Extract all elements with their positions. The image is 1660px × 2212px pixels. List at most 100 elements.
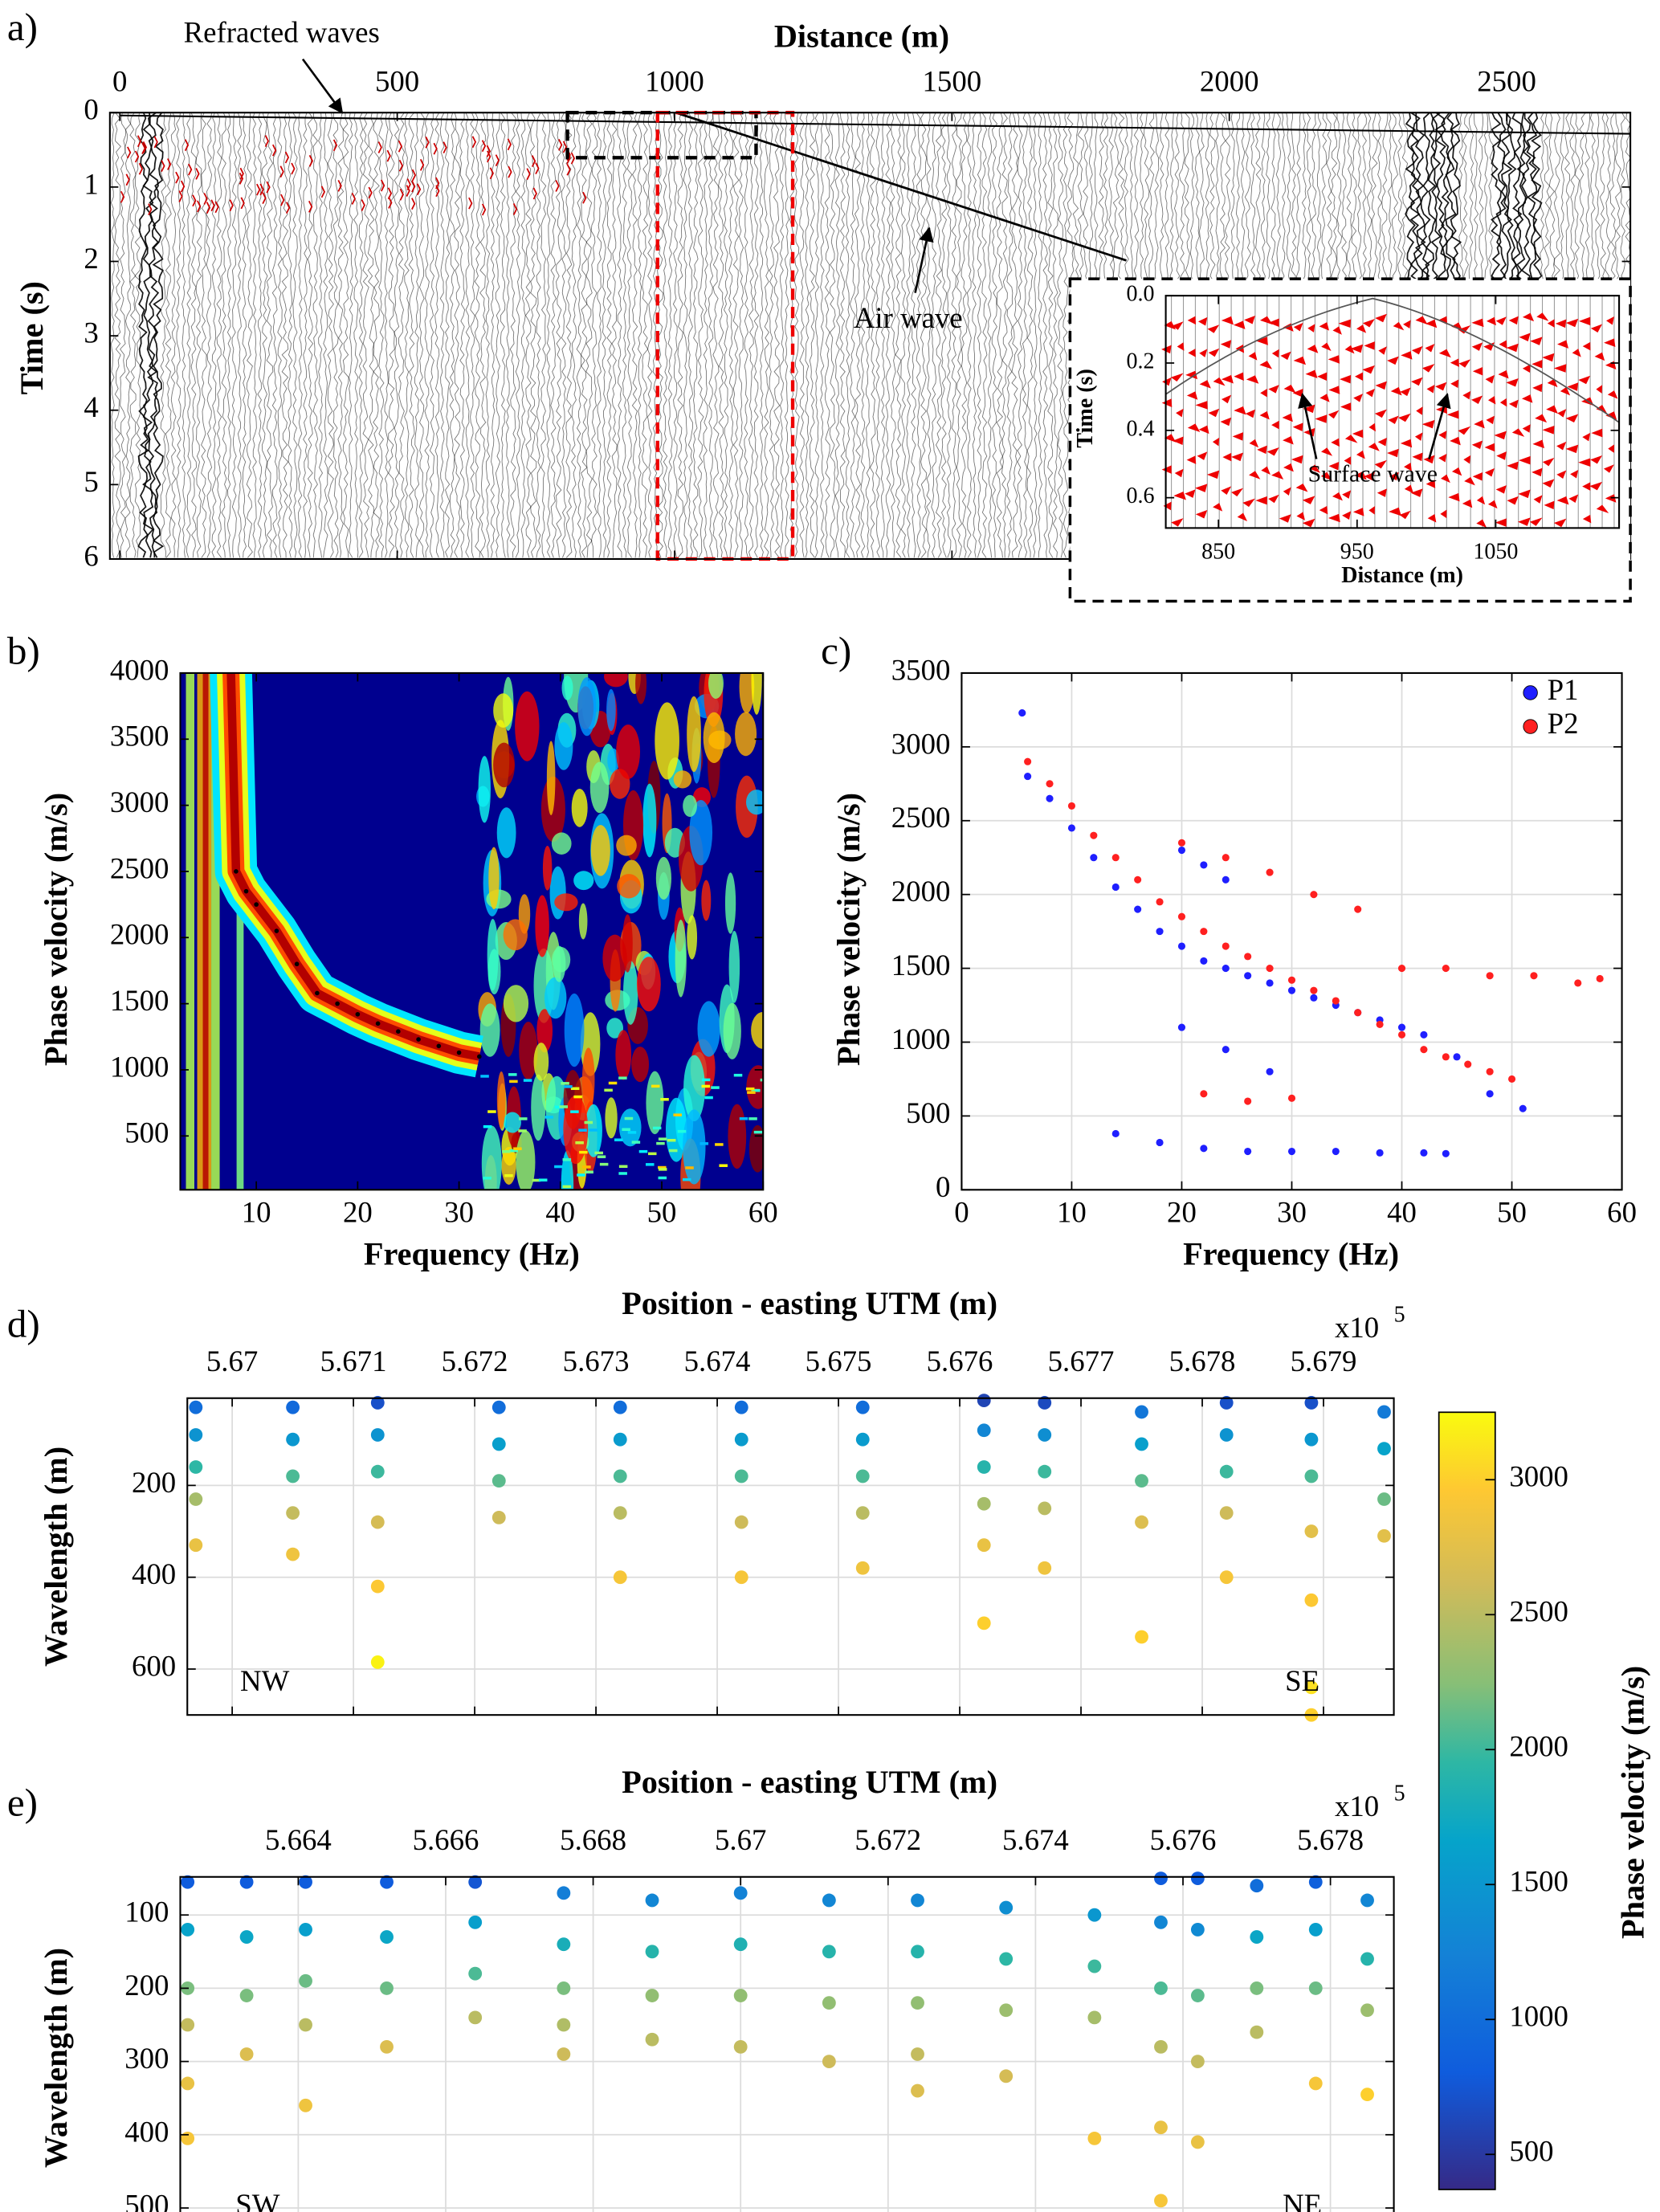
heatmap-cell: [655, 856, 672, 900]
heatmap-cell: [554, 893, 578, 912]
inset-wiggle: [1387, 356, 1399, 365]
point: [977, 1394, 991, 1408]
inset-wiggle: [1342, 511, 1352, 520]
trace: [1033, 112, 1038, 558]
inset-wiggle: [1356, 324, 1367, 333]
plot-frame: [1164, 295, 1621, 529]
inset-wiggle: [1470, 395, 1483, 404]
trace: [981, 112, 988, 558]
trace: [602, 112, 607, 558]
x-tick-label: 5.673: [563, 1345, 630, 1377]
inset-wiggle: [1458, 426, 1471, 435]
trace: [160, 112, 167, 558]
inset-wiggle: [1220, 417, 1232, 426]
first-arrival: [214, 201, 219, 214]
first-arrival: [368, 186, 373, 199]
point: [380, 1875, 394, 1889]
point: [855, 1432, 870, 1447]
inset-wiggle: [1354, 471, 1367, 480]
point: [645, 2032, 659, 2047]
trace: [495, 112, 501, 558]
inset-wiggle: [1565, 444, 1579, 454]
plot-frame: [179, 671, 765, 1191]
heatmap-cell: [751, 672, 762, 715]
y-tick-label: 1000: [110, 1050, 169, 1083]
inset-wiggle: [1404, 484, 1413, 494]
first-arrival: [180, 180, 186, 193]
point: [1067, 802, 1075, 810]
point: [822, 1996, 836, 2010]
inset-wiggle: [1582, 432, 1591, 442]
point: [370, 1396, 385, 1410]
plot-frame: [179, 1875, 1395, 2212]
x-tick-label: 5.672: [854, 1823, 921, 1856]
first-arrival: [259, 183, 264, 196]
inset-wiggle: [1508, 316, 1519, 325]
y-tick-label: 3: [84, 316, 98, 349]
x-tick-label: 850: [1201, 539, 1235, 564]
trace: [809, 112, 816, 558]
inset-wiggle: [1555, 319, 1567, 329]
x-tick-label: 5.676: [927, 1345, 993, 1377]
heatmap-cell: [585, 1170, 593, 1174]
trace: [337, 112, 345, 558]
heatmap-cell: [555, 1105, 564, 1109]
x-tick-label: 5.664: [265, 1823, 332, 1856]
inset-wiggle: [1557, 409, 1567, 418]
inset-wiggle: [1187, 316, 1197, 325]
heatmap-cell: [658, 1176, 667, 1180]
point: [299, 2018, 312, 2032]
point: [977, 1460, 991, 1474]
point: [1177, 1023, 1186, 1031]
trace: [906, 112, 912, 558]
first-arrival: [195, 167, 200, 180]
inset-wiggle: [1440, 509, 1447, 519]
x-tick-label: 1500: [923, 65, 982, 98]
region-label: SE: [1285, 1664, 1319, 1697]
inset-wiggle: [1260, 389, 1267, 398]
point: [299, 1923, 312, 1937]
inset-wiggle: [1344, 456, 1352, 465]
point: [380, 1981, 394, 1995]
inset-wiggle: [1375, 313, 1387, 323]
trace: [1006, 112, 1014, 558]
trace: [738, 112, 744, 558]
inset-wiggle: [1378, 346, 1387, 355]
point: [822, 2055, 836, 2069]
trace: [449, 112, 456, 558]
x-tick-label: 5.678: [1297, 1823, 1364, 1856]
trace: [332, 112, 339, 558]
legend-label: P1: [1548, 673, 1579, 706]
x-tick-label: 1000: [645, 65, 704, 98]
point: [1308, 1923, 1323, 1937]
heatmap-cell: [604, 1088, 613, 1092]
first-arrival: [184, 139, 190, 152]
inset-wiggle: [1246, 375, 1259, 384]
inset-wiggle: [1425, 480, 1436, 488]
heatmap-cell: [531, 1074, 546, 1141]
heatmap-cell: [617, 874, 641, 899]
first-arrival: [137, 135, 142, 148]
y-tick-label: 4: [84, 390, 98, 423]
inset-wiggle: [1476, 519, 1487, 528]
first-arrival: [435, 185, 440, 198]
heatmap-cell: [578, 1128, 587, 1132]
x-tick-label: 950: [1340, 539, 1374, 564]
heatmap-cell: [635, 672, 647, 704]
point: [1177, 942, 1186, 950]
x-tick-label: 5.679: [1291, 1345, 1357, 1377]
axis-title: Wavelength (m): [38, 1948, 74, 2168]
y-tick-label: 0: [936, 1170, 950, 1203]
trace: [1017, 112, 1023, 558]
trace: [454, 112, 461, 558]
trace: [854, 112, 862, 558]
trace: [956, 112, 963, 558]
heatmap-cell: [647, 1152, 657, 1156]
first-arrival: [134, 150, 140, 163]
inset-wiggle: [1307, 324, 1315, 333]
inset-wiggle: [1249, 471, 1261, 480]
y-tick-label: 100: [124, 1896, 169, 1928]
trace: [373, 112, 380, 558]
inset-wiggle: [1173, 491, 1186, 500]
